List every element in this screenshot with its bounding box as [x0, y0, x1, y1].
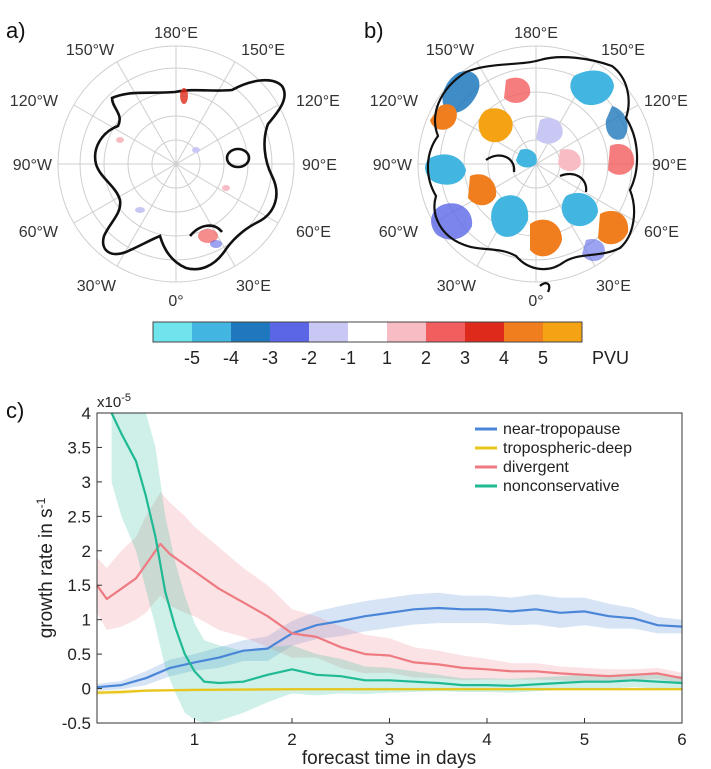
y-tick-label: -0.5 [62, 714, 91, 733]
panel-b-anomalies [425, 71, 634, 262]
y-axis-label: growth rate in s-1 [34, 497, 57, 638]
x-tick-label: 5 [580, 730, 589, 749]
x-tick-label: 6 [677, 730, 686, 749]
legend-label: near-tropopause [503, 421, 621, 438]
x-tick-label: 2 [287, 730, 296, 749]
lon-label: 120°E [644, 93, 688, 110]
lon-label: 150°W [66, 42, 115, 59]
lon-label: 30°E [236, 278, 271, 295]
lon-label: 60°E [296, 224, 331, 241]
colorbar-tick-label: -3 [262, 348, 278, 368]
lon-label: 30°W [77, 278, 117, 295]
colorbar-swatch [387, 322, 427, 342]
colorbar-unit: PVU [592, 348, 629, 368]
colorbar-swatch [270, 322, 310, 342]
lon-label: 120°W [10, 93, 59, 110]
panel-a-anomalies [116, 88, 230, 248]
colorbar-swatch [543, 322, 583, 342]
panel-b: b) [364, 18, 688, 310]
colorbar-tick-label: 5 [538, 348, 548, 368]
colorbar-swatch [465, 322, 505, 342]
lon-label: 90°W [373, 157, 413, 174]
x-tick-label: 4 [482, 730, 491, 749]
chart-bands [97, 413, 682, 723]
colorbar-swatch [426, 322, 466, 342]
y-tick-label: 2.5 [67, 507, 91, 526]
lon-label: 150°W [426, 42, 475, 59]
panel-c: c) 1 2 3 4 5 6 -0.5 0 0.5 1 1.5 2 2.5 3 3.5 4 x10-5 fo… [6, 392, 687, 769]
lon-label: 60°W [379, 224, 419, 241]
x-tick-label: 3 [385, 730, 394, 749]
panel-c-label: c) [6, 398, 24, 423]
panel-a: a) 180°E [6, 18, 340, 310]
colorbar-tick-label: -2 [301, 348, 317, 368]
x-axis-label: forecast time in days [302, 748, 476, 769]
lon-label: 180°E [514, 25, 558, 42]
colorbar-swatch [231, 322, 271, 342]
y-tick-label: 1 [82, 611, 91, 630]
colorbar-tick-label: 2 [421, 348, 431, 368]
y-scale-label: x10-5 [97, 392, 131, 411]
colorbar-tick-label: -5 [184, 348, 200, 368]
x-tick-label: 1 [190, 730, 199, 749]
legend-label: nonconservative [503, 478, 620, 495]
lon-label: 30°W [437, 278, 477, 295]
lon-label: 90°E [652, 157, 687, 174]
lon-label: 60°E [644, 224, 679, 241]
legend-label: tropospheric-deep [503, 440, 632, 457]
colorbar-tick-label: 1 [382, 348, 392, 368]
lon-label: 0° [528, 293, 543, 310]
colorbar-swatch [504, 322, 544, 342]
y-tick-label: 0.5 [67, 645, 91, 664]
y-axis-ticks: -0.5 0 0.5 1 1.5 2 2.5 3 3.5 4 [62, 404, 102, 733]
lon-label: 180°E [154, 25, 198, 42]
y-tick-label: 3.5 [67, 438, 91, 457]
lon-label: 0° [168, 293, 183, 310]
colorbar-swatch [192, 322, 232, 342]
lon-label: 120°E [296, 93, 340, 110]
panel-a-label: a) [6, 18, 26, 43]
colorbar-swatches [153, 322, 583, 342]
panel-b-label: b) [364, 18, 384, 43]
legend-label: divergent [503, 459, 569, 476]
lon-label: 150°E [241, 42, 285, 59]
colorbar-swatch [309, 322, 349, 342]
lon-label: 90°E [302, 157, 337, 174]
y-tick-label: 3 [82, 473, 91, 492]
lon-label: 120°W [370, 93, 419, 110]
colorbar-tick-label: 3 [460, 348, 470, 368]
colorbar-tick-label: -1 [340, 348, 356, 368]
colorbar-tick-label: -4 [223, 348, 239, 368]
y-tick-label: 4 [82, 404, 91, 423]
lon-label: 90°W [13, 157, 53, 174]
lon-label: 30°E [596, 278, 631, 295]
colorbar-ticks: -5 -4 -3 -2 -1 1 2 3 4 5 [184, 348, 548, 368]
colorbar-swatch [348, 322, 388, 342]
chart-legend: near-tropopause tropospheric-deep divergen… [475, 421, 632, 495]
colorbar-tick-label: 4 [499, 348, 509, 368]
lon-label: 150°E [601, 42, 645, 59]
y-tick-label: 0 [82, 680, 91, 699]
panel-b-longitude-labels: 180°E 150°E 120°E 90°E 60°E 30°E 0° 30°W… [370, 25, 688, 310]
lon-label: 60°W [19, 224, 59, 241]
colorbar-swatch [153, 322, 193, 342]
colorbar: -5 -4 -3 -2 -1 1 2 3 4 5 PVU [153, 322, 629, 368]
y-tick-label: 1.5 [67, 576, 91, 595]
y-tick-label: 2 [82, 542, 91, 561]
panel-a-contour [95, 80, 284, 269]
